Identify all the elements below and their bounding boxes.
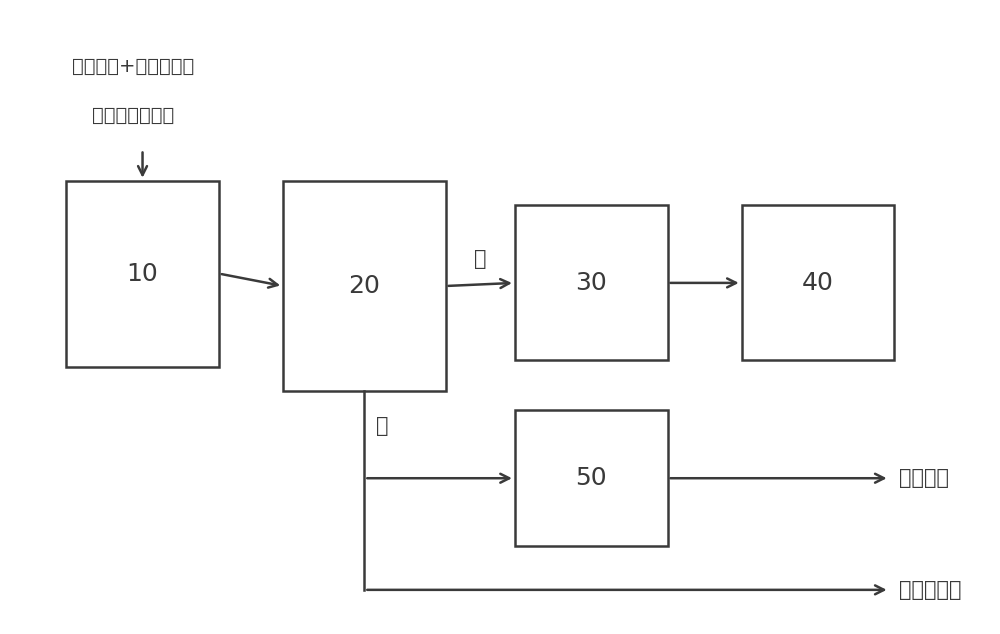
Text: 气: 气 bbox=[376, 416, 389, 436]
Bar bbox=[742, 205, 894, 360]
Text: 30: 30 bbox=[575, 271, 607, 295]
Bar bbox=[515, 410, 668, 547]
Text: 碱性试剂+铁基如化剂: 碱性试剂+铁基如化剂 bbox=[72, 56, 194, 75]
Text: 高纯气体: 高纯气体 bbox=[899, 469, 949, 488]
Text: 固: 固 bbox=[474, 249, 487, 269]
Bar bbox=[515, 205, 668, 360]
Text: （钔渣提取物）: （钔渣提取物） bbox=[92, 106, 174, 125]
Text: 20: 20 bbox=[348, 274, 380, 298]
Bar bbox=[66, 181, 219, 366]
Text: 40: 40 bbox=[802, 271, 834, 295]
Text: 10: 10 bbox=[127, 262, 158, 285]
Text: 氢气还原铁: 氢气还原铁 bbox=[899, 580, 962, 600]
Text: 50: 50 bbox=[575, 466, 607, 490]
Bar bbox=[283, 181, 446, 391]
